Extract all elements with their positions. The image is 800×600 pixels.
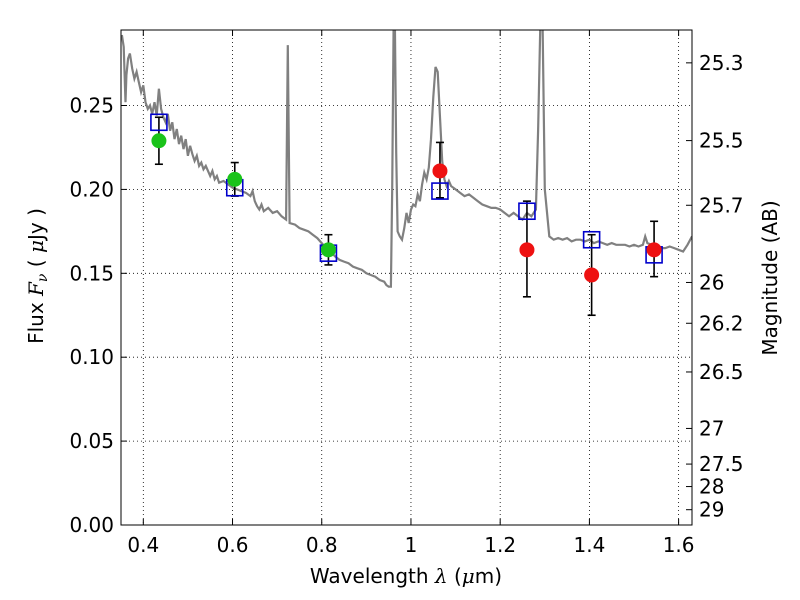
model-square-marker bbox=[431, 182, 449, 200]
red-data-point bbox=[432, 163, 448, 179]
y-tick-label: 0.00 bbox=[69, 513, 114, 537]
red-data-point bbox=[584, 267, 600, 283]
x-tick-label: 1 bbox=[405, 533, 418, 557]
model-square-marker bbox=[582, 230, 601, 249]
x-tick-label: 0.6 bbox=[217, 533, 249, 557]
model-square-marker bbox=[518, 202, 536, 221]
y-tick-label: 0.15 bbox=[69, 261, 114, 285]
x-axis-title: Wavelength λ (μm) bbox=[310, 564, 502, 588]
tick-marks bbox=[121, 30, 692, 526]
spectrum-line bbox=[121, 30, 692, 288]
y2-axis-title: Magnitude (AB) bbox=[758, 200, 782, 355]
green-data-point bbox=[151, 133, 167, 149]
magnitude-tick-label: 27 bbox=[699, 416, 724, 440]
green-data-point bbox=[227, 171, 243, 187]
magnitude-tick-label: 26.2 bbox=[699, 311, 744, 335]
magnitude-tick-label: 26.5 bbox=[699, 360, 744, 384]
y-tick-labels: 0.00 0.05 0.10 0.15 0.20 0.25 bbox=[69, 94, 114, 537]
y-tick-label: 0.25 bbox=[69, 94, 114, 118]
x-tick-label: 0.4 bbox=[127, 533, 159, 557]
x-tick-label: 1.2 bbox=[484, 533, 516, 557]
x-tick-label: 0.8 bbox=[306, 533, 338, 557]
magnitude-tick-label: 25.7 bbox=[699, 193, 744, 217]
marker-layer bbox=[150, 113, 663, 283]
green-data-point bbox=[320, 242, 336, 258]
spectrum-layer bbox=[121, 30, 692, 288]
y-tick-label: 0.05 bbox=[69, 429, 114, 453]
plot-frame bbox=[120, 29, 693, 526]
red-data-point bbox=[519, 242, 535, 258]
grid-lines bbox=[121, 30, 692, 526]
magnitude-tick-label: 25.5 bbox=[699, 129, 744, 153]
magnitude-tick-label: 26 bbox=[699, 270, 724, 294]
model-square-marker bbox=[150, 113, 168, 132]
y-tick-label: 0.10 bbox=[69, 345, 114, 369]
magnitude-tick-label: 27.5 bbox=[699, 452, 744, 476]
y-tick-label: 0.20 bbox=[69, 177, 114, 201]
x-tick-labels: 0.4 0.6 0.8 1 1.2 1.4 1.6 bbox=[127, 533, 694, 557]
y-axis-title: Flux Fν ( μJy ) bbox=[24, 208, 51, 344]
magnitude-tick-label: 29 bbox=[699, 498, 724, 522]
red-data-point bbox=[646, 242, 662, 258]
x-tick-label: 1.4 bbox=[573, 533, 605, 557]
magnitude-tick-label: 25.3 bbox=[699, 51, 744, 75]
x-tick-label: 1.6 bbox=[663, 533, 695, 557]
magnitude-tick-label: 28 bbox=[699, 475, 724, 499]
